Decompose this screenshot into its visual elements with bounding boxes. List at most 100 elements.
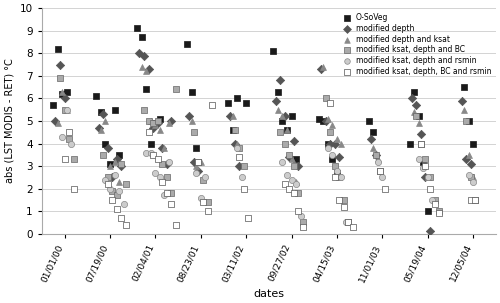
O-SoVeg (274, 89, 282, 94)
modified depth (290, 139, 298, 144)
modified depth (458, 98, 466, 103)
modified depth (226, 114, 234, 119)
modified ksat, depth and rsmin (68, 141, 76, 146)
O-SoVeg (283, 128, 291, 132)
modified ksat, depth, BC and rsmin (467, 198, 475, 202)
modified ksat, depth and rsmin (160, 193, 168, 198)
modified ksat, depth, BC and rsmin (104, 182, 112, 187)
O-SoVeg (228, 128, 236, 132)
modified ksat, depth, BC and rsmin (204, 209, 212, 214)
modified depth (154, 121, 162, 126)
modified ksat, depth and BC (326, 130, 334, 135)
modified ksat, depth and rsmin (192, 170, 200, 175)
modified depth and ksat (106, 164, 114, 168)
modified ksat, depth, BC and rsmin (340, 204, 348, 209)
modified ksat, depth and rsmin (147, 150, 155, 155)
O-SoVeg (188, 89, 196, 94)
modified depth and ksat (374, 157, 382, 162)
modified depth and ksat (469, 175, 477, 180)
modified depth and ksat (424, 175, 432, 180)
modified ksat, depth and BC (199, 177, 207, 182)
modified depth and ksat (233, 141, 241, 146)
O-SoVeg (147, 141, 155, 146)
modified ksat, depth and BC (113, 193, 121, 198)
modified ksat, depth and rsmin (238, 175, 246, 180)
modified depth and ksat (160, 146, 168, 151)
O-SoVeg (102, 141, 110, 146)
modified ksat, depth and BC (231, 128, 239, 132)
modified depth (236, 164, 244, 168)
modified ksat, depth and rsmin (202, 175, 209, 180)
modified depth and ksat (288, 157, 296, 162)
modified ksat, depth and rsmin (419, 166, 427, 171)
O-SoVeg (183, 42, 191, 47)
modified ksat, depth and BC (118, 161, 126, 166)
modified ksat, depth and BC (56, 76, 64, 81)
modified ksat, depth and BC (290, 164, 298, 168)
modified ksat, depth and BC (144, 118, 152, 123)
O-SoVeg (324, 141, 332, 146)
modified depth and ksat (464, 152, 472, 157)
O-SoVeg (192, 146, 200, 151)
modified ksat, depth, BC and rsmin (122, 222, 130, 227)
modified depth (422, 175, 430, 180)
modified ksat, depth and BC (430, 198, 438, 202)
modified depth (158, 146, 166, 151)
modified ksat, depth and BC (60, 107, 68, 112)
O-SoVeg (97, 109, 105, 114)
modified ksat, depth, BC and rsmin (144, 130, 152, 135)
modified ksat, depth and rsmin (328, 152, 336, 157)
modified ksat, depth and BC (276, 130, 284, 135)
Legend: O-SoVeg, modified depth, modified depth and ksat, modified ksat, depth and BC, m: O-SoVeg, modified depth, modified depth … (338, 12, 492, 77)
modified ksat, depth, BC and rsmin (154, 157, 162, 162)
modified depth and ksat (228, 114, 236, 119)
modified ksat, depth and rsmin (58, 134, 66, 139)
modified depth and ksat (63, 107, 71, 112)
modified ksat, depth, BC and rsmin (118, 215, 126, 220)
modified ksat, depth and BC (299, 220, 307, 225)
modified ksat, depth and rsmin (428, 198, 436, 202)
modified ksat, depth, BC and rsmin (335, 198, 343, 202)
modified ksat, depth, BC and rsmin (60, 157, 68, 162)
modified depth (294, 164, 302, 168)
modified depth (94, 125, 102, 130)
modified ksat, depth, BC and rsmin (349, 225, 357, 229)
modified ksat, depth and rsmin (156, 175, 164, 180)
modified depth and ksat (138, 65, 145, 69)
modified ksat, depth and rsmin (414, 157, 422, 162)
modified ksat, depth, BC and rsmin (162, 191, 170, 195)
O-SoVeg (156, 116, 164, 121)
modified ksat, depth, BC and rsmin (158, 179, 166, 184)
modified depth and ksat (54, 121, 62, 126)
modified ksat, depth and rsmin (165, 159, 173, 164)
modified ksat, depth, BC and rsmin (472, 198, 480, 202)
O-SoVeg (320, 118, 328, 123)
modified depth and ksat (142, 69, 150, 74)
modified depth (272, 98, 280, 103)
X-axis label: dates: dates (254, 289, 284, 299)
modified ksat, depth, BC and rsmin (286, 186, 294, 191)
modified depth and ksat (324, 116, 332, 121)
modified depth and ksat (192, 164, 200, 168)
modified ksat, depth and rsmin (197, 195, 205, 200)
modified ksat, depth and BC (104, 175, 112, 180)
modified ksat, depth, BC and rsmin (194, 159, 202, 164)
modified ksat, depth and BC (65, 137, 73, 142)
modified ksat, depth, BC and rsmin (417, 141, 425, 146)
modified depth (56, 62, 64, 67)
modified depth (194, 168, 202, 173)
modified ksat, depth, BC and rsmin (65, 130, 73, 135)
modified depth (99, 112, 107, 117)
modified ksat, depth, BC and rsmin (113, 207, 121, 211)
modified depth (372, 152, 380, 157)
modified depth (412, 103, 420, 108)
O-SoVeg (414, 114, 422, 119)
modified depth and ksat (292, 179, 300, 184)
O-SoVeg (54, 46, 62, 51)
modified depth (462, 157, 470, 162)
modified ksat, depth and BC (322, 96, 330, 101)
modified ksat, depth and rsmin (378, 175, 386, 180)
modified ksat, depth and rsmin (288, 177, 296, 182)
O-SoVeg (410, 89, 418, 94)
modified ksat, depth and rsmin (374, 159, 382, 164)
